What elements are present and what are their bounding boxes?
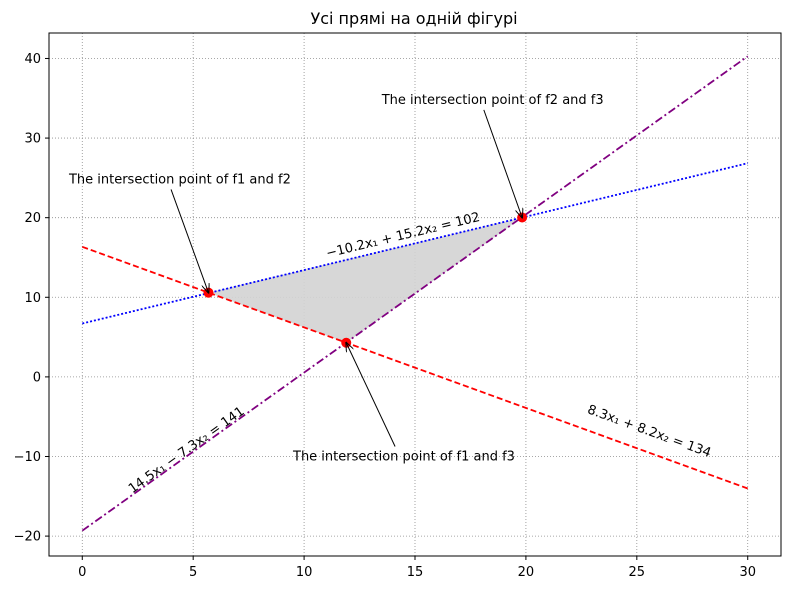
- x-tick-label: 15: [407, 565, 424, 580]
- x-tick-label: 5: [189, 565, 197, 580]
- annotation-text: The intersection point of f1 and f2: [68, 172, 291, 187]
- y-tick-label: 20: [24, 211, 41, 226]
- y-tick-label: 0: [33, 370, 41, 385]
- annotation-arrow: [170, 189, 208, 292]
- annotation-arrow: [346, 343, 396, 447]
- x-tick-label: 0: [78, 565, 86, 580]
- x-tick-label: 25: [629, 565, 646, 580]
- equation-label-f1: 8.3x₁ + 8.2x₂ = 134: [585, 402, 713, 461]
- x-tick-label: 30: [739, 565, 756, 580]
- annotation-arrow: [483, 109, 522, 218]
- x-tick-label: 20: [518, 565, 535, 580]
- y-tick-label: −10: [14, 450, 41, 465]
- annotation-text: The intersection point of f2 and f3: [381, 93, 604, 108]
- series-lines: [81, 55, 749, 532]
- y-tick-label: 30: [24, 132, 41, 147]
- chart-title: Усі прямі на одній фігурі: [310, 9, 517, 28]
- equation-label-f3: 14.5x₁ − 7.3x₂ = 141: [126, 404, 248, 497]
- annotation-text: The intersection point of f1 and f3: [292, 449, 515, 464]
- series-line-f1: [81, 245, 749, 490]
- y-tick-label: −20: [14, 530, 41, 545]
- y-tick-label: 40: [24, 52, 41, 67]
- annotations: The intersection point of f1 and f2 The i…: [68, 93, 604, 465]
- axes: 0 5 10 15 20 25 30 −20 −10 0 10 20 30 40: [14, 52, 756, 580]
- shaded-triangle: [208, 217, 523, 343]
- feasible-region: [208, 217, 523, 343]
- grid: [49, 33, 781, 556]
- x-tick-label: 10: [296, 565, 313, 580]
- y-tick-label: 10: [24, 291, 41, 306]
